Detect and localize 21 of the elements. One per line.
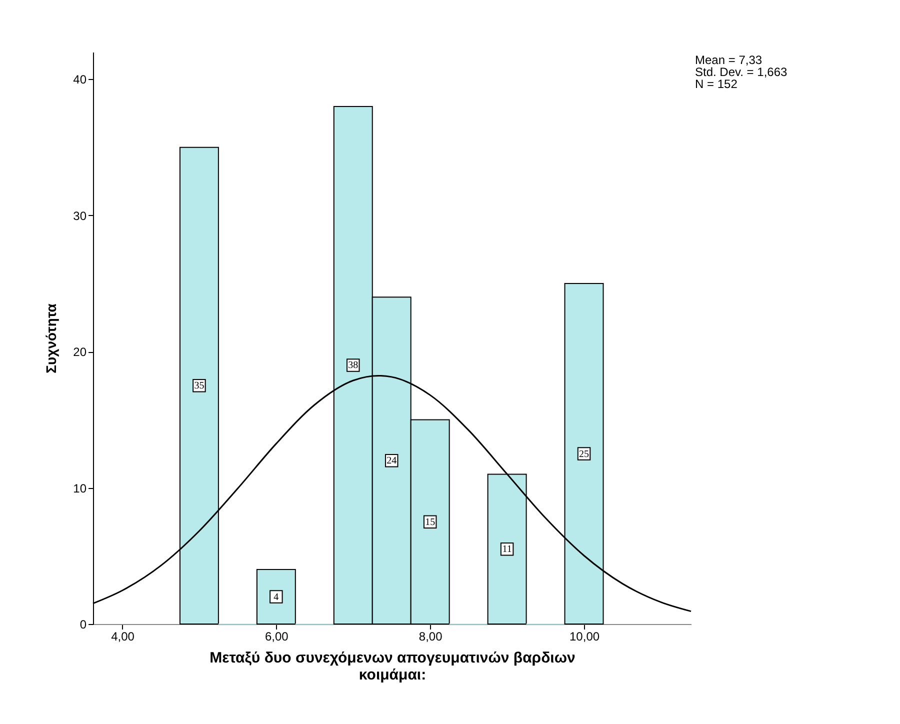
- y-tick-label: 10: [73, 481, 87, 496]
- text: Mean = 7,33: [695, 53, 762, 67]
- x-tick-label: 10,00: [570, 630, 600, 644]
- text: Std. Dev. = 1,663: [695, 65, 788, 79]
- data-label: 35: [194, 380, 204, 392]
- x-tick-label: 8,00: [418, 630, 443, 644]
- data-label: 38: [348, 360, 358, 372]
- x-tick-label: 4,00: [111, 630, 135, 644]
- data-label: 24: [386, 456, 397, 467]
- y-tick-label: 0: [80, 618, 87, 632]
- data-label: 11: [502, 544, 512, 556]
- data-label: 4: [274, 592, 279, 603]
- text: N = 152: [695, 77, 738, 91]
- x-tick-label: 6,00: [264, 630, 289, 644]
- y-axis-title: Συχνότητα: [43, 303, 60, 374]
- y-tick-label: 30: [73, 208, 87, 223]
- y-tick-label: 40: [73, 72, 87, 87]
- data-label: 15: [425, 516, 436, 528]
- data-label: 25: [579, 448, 590, 460]
- y-tick-label: 20: [73, 345, 87, 360]
- x-axis-title: Μεταξύ δυο συνεχόμενων απογευματινών βαρδιων κοιμάμαι:: [210, 650, 576, 684]
